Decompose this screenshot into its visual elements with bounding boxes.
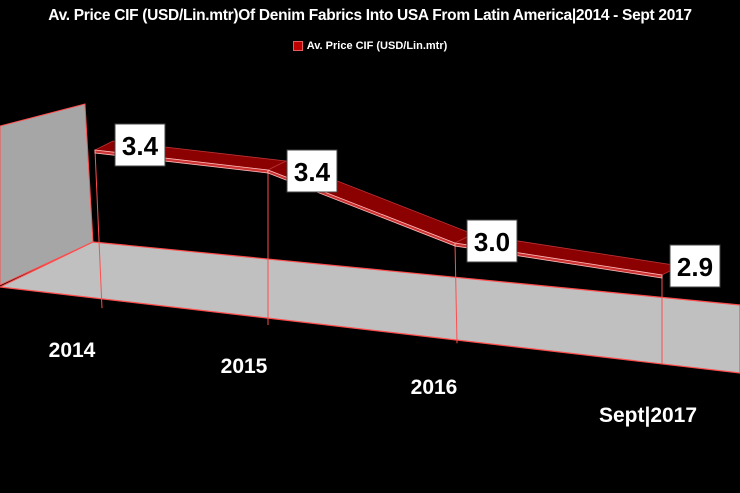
- drop-lines: [94, 149, 663, 364]
- data-label: 3.4: [122, 131, 159, 161]
- data-label-box: [466, 219, 518, 263]
- legend-label: Av. Price CIF (USD/Lin.mtr): [306, 40, 448, 52]
- data-label: 3.4: [294, 157, 331, 187]
- chart-title: Av. Price CIF (USD/Lin.mtr)Of Denim Fabr…: [48, 7, 692, 24]
- floor: [0, 241, 740, 374]
- category-label: 2016: [411, 376, 458, 399]
- drop-line: [454, 242, 458, 344]
- category-label: 2015: [221, 355, 268, 378]
- category-label: Sept|2017: [599, 404, 697, 427]
- data-labels: 3.4 3.4 3.0 2.9: [114, 123, 721, 288]
- legend: Av. Price CIF (USD/Lin.mtr): [0, 40, 740, 52]
- category-label: 2014: [49, 339, 96, 362]
- data-label: 3.0: [474, 227, 510, 257]
- data-label-box: [669, 244, 721, 288]
- legend-swatch: [292, 41, 303, 52]
- data-label-box: [286, 149, 338, 193]
- data-label-box: [114, 123, 166, 167]
- data-label: 2.9: [677, 252, 713, 282]
- category-labels: 2014 2015 2016 Sept|2017: [49, 339, 697, 427]
- drop-line: [94, 149, 103, 309]
